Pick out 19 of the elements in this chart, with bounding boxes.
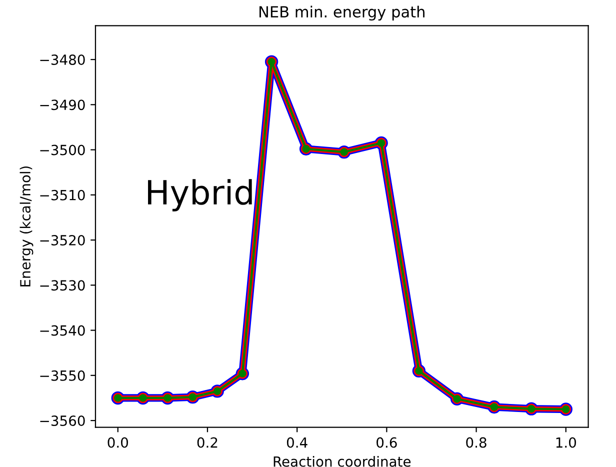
y-tick-label: −3500: [40, 144, 85, 156]
y-tick-label: −3560: [40, 416, 85, 426]
y-tick-label: −3530: [40, 280, 85, 291]
y-tick-label: −3520: [40, 235, 85, 246]
x-axis-title: Reaction coordinate: [274, 456, 411, 467]
x-tick-label: 0.6: [376, 437, 397, 448]
x-tick-label: 0.0: [108, 437, 128, 448]
y-axis-title: Energy (kcal/mol): [20, 166, 34, 286]
x-tick-label: 0.8: [466, 437, 486, 448]
y-tick-label: −3510: [40, 190, 85, 200]
x-tick-label: 0.2: [197, 437, 218, 448]
y-tick-label: −3540: [40, 325, 85, 336]
annotation: Hybrid: [148, 179, 252, 212]
x-tick-label: 1.0: [556, 437, 576, 448]
y-tick-label: −3550: [40, 370, 85, 381]
y-tick-label: −3480: [40, 54, 85, 66]
x-tick-label: 0.4: [286, 437, 308, 448]
y-tick-label: −3490: [40, 100, 85, 110]
chart-title: NEB min. energy path: [259, 6, 424, 21]
